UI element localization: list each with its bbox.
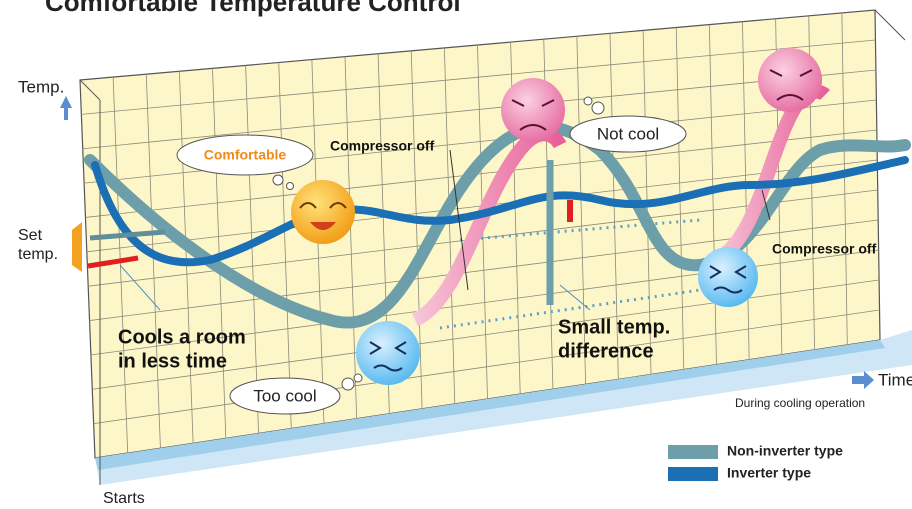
diagram: Comfortable Temperature Control Temp. Se…	[0, 0, 912, 509]
legend-swatch	[668, 467, 718, 481]
title: Comfortable Temperature Control	[45, 0, 461, 17]
bubble-dot	[584, 97, 592, 105]
bubble-dot	[273, 175, 283, 185]
annotation: Compressor off	[330, 138, 435, 154]
annotation: Cools a room	[118, 326, 246, 348]
annotation: Compressor off	[772, 241, 877, 257]
legend-swatch	[668, 445, 718, 459]
annotation: difference	[558, 340, 654, 362]
bubble-text: Not cool	[597, 124, 659, 143]
axis-arrow	[60, 96, 72, 120]
bubble-text: Too cool	[253, 386, 316, 405]
y-axis-label: Temp.	[18, 77, 64, 96]
set-temp-marker	[72, 222, 82, 272]
legend: Non-inverter type Inverter type	[668, 443, 843, 481]
face-not-cool	[501, 78, 565, 142]
wall-edge	[875, 10, 905, 40]
face-comfortable	[291, 180, 355, 244]
set-temp-label: Set	[18, 227, 43, 244]
face-too-cool-2	[698, 247, 758, 307]
legend-label: Non-inverter type	[727, 443, 843, 459]
face-not-cool-2	[758, 48, 822, 112]
bubble-dot	[287, 183, 294, 190]
bubble-dot	[354, 374, 362, 382]
annotation: During cooling operation	[735, 396, 865, 410]
bubble-dot	[342, 378, 354, 390]
set-temp-label: temp.	[18, 246, 58, 263]
annotation: Small temp.	[558, 316, 670, 338]
axis-arrow	[852, 371, 874, 389]
bubble-dot	[592, 102, 604, 114]
x-axis-label: Time	[878, 370, 912, 389]
face-too-cool	[356, 321, 420, 385]
legend-label: Inverter type	[727, 465, 811, 481]
annotation: in less time	[118, 350, 227, 372]
origin-label: Starts	[103, 490, 145, 507]
bubble-text: Comfortable	[204, 147, 287, 163]
